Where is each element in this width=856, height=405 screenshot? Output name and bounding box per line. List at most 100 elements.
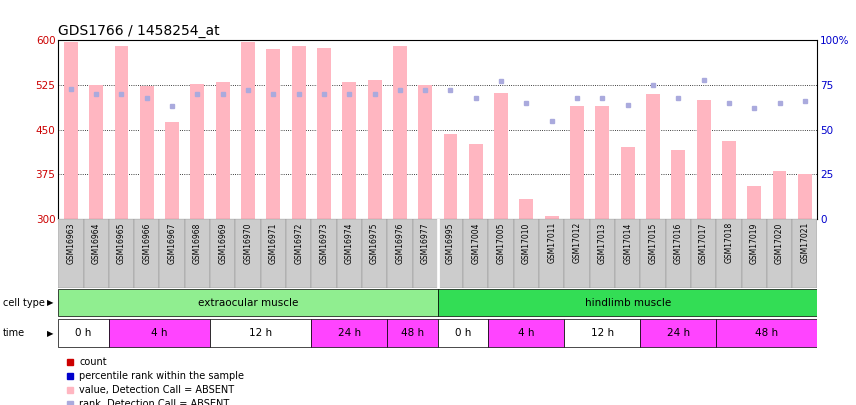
Bar <box>342 82 356 219</box>
Text: 48 h: 48 h <box>401 328 424 338</box>
Bar <box>261 219 286 288</box>
Text: time: time <box>3 328 25 338</box>
Text: 0 h: 0 h <box>75 328 92 338</box>
Bar <box>286 219 312 288</box>
Bar <box>489 219 514 288</box>
Bar <box>235 219 261 288</box>
Text: extraocular muscle: extraocular muscle <box>198 298 298 308</box>
Text: GSM17016: GSM17016 <box>674 222 683 264</box>
Text: GSM17018: GSM17018 <box>724 222 734 263</box>
Text: GSM16963: GSM16963 <box>67 222 75 264</box>
Bar <box>564 219 590 288</box>
Text: GSM17013: GSM17013 <box>597 222 607 264</box>
Bar <box>210 219 235 288</box>
Bar <box>292 47 306 219</box>
Text: GSM16971: GSM16971 <box>269 222 278 264</box>
Text: ▶: ▶ <box>47 328 54 338</box>
Bar <box>666 219 691 288</box>
Text: GSM16975: GSM16975 <box>370 222 379 264</box>
Text: GSM16972: GSM16972 <box>294 222 303 264</box>
Bar <box>767 219 792 288</box>
Bar <box>140 85 154 219</box>
Bar <box>539 219 564 288</box>
Text: percentile rank within the sample: percentile rank within the sample <box>80 371 245 381</box>
Text: GSM17019: GSM17019 <box>750 222 758 264</box>
Text: GSM16977: GSM16977 <box>420 222 430 264</box>
Bar <box>109 219 134 288</box>
Bar <box>747 186 761 219</box>
Text: hindlimb muscle: hindlimb muscle <box>585 298 671 308</box>
Text: GSM17010: GSM17010 <box>522 222 531 264</box>
Bar <box>489 320 564 347</box>
Text: GSM16995: GSM16995 <box>446 222 455 264</box>
Bar <box>691 219 716 288</box>
Bar <box>544 216 559 219</box>
Bar <box>615 219 640 288</box>
Bar <box>570 106 584 219</box>
Bar <box>115 47 128 219</box>
Bar <box>564 320 640 347</box>
Bar <box>89 85 103 219</box>
Text: GSM17021: GSM17021 <box>800 222 809 263</box>
Text: GSM16964: GSM16964 <box>92 222 101 264</box>
Text: 0 h: 0 h <box>455 328 472 338</box>
Bar <box>590 219 615 288</box>
Text: 4 h: 4 h <box>152 328 168 338</box>
Text: GSM17005: GSM17005 <box>496 222 506 264</box>
Text: GSM16970: GSM16970 <box>243 222 253 264</box>
Bar <box>312 219 336 288</box>
Bar <box>671 150 686 219</box>
Bar <box>722 141 736 219</box>
Bar <box>159 219 185 288</box>
Bar <box>520 199 533 219</box>
Text: 48 h: 48 h <box>755 328 778 338</box>
Text: GSM17015: GSM17015 <box>649 222 657 264</box>
Bar <box>367 80 382 219</box>
Bar <box>494 93 508 219</box>
Bar <box>419 85 432 219</box>
Bar <box>84 219 109 288</box>
Text: rank, Detection Call = ABSENT: rank, Detection Call = ABSENT <box>80 399 229 405</box>
Bar <box>64 42 78 219</box>
Bar <box>317 48 331 219</box>
Bar <box>463 219 489 288</box>
Bar <box>387 219 413 288</box>
Text: GSM17012: GSM17012 <box>573 222 581 263</box>
Text: 4 h: 4 h <box>518 328 535 338</box>
Text: GSM17017: GSM17017 <box>699 222 708 264</box>
Text: 12 h: 12 h <box>591 328 614 338</box>
Bar <box>185 219 210 288</box>
Text: ▶: ▶ <box>47 298 54 307</box>
Bar <box>716 219 741 288</box>
Bar <box>640 219 666 288</box>
Bar <box>438 289 817 316</box>
Text: GSM16969: GSM16969 <box>218 222 227 264</box>
Bar <box>336 219 362 288</box>
Text: 24 h: 24 h <box>338 328 361 338</box>
Bar <box>362 219 387 288</box>
Bar <box>640 320 716 347</box>
Text: GSM16967: GSM16967 <box>168 222 176 264</box>
Bar <box>621 147 634 219</box>
Text: 24 h: 24 h <box>667 328 690 338</box>
Bar <box>438 320 489 347</box>
Bar <box>241 42 255 219</box>
Bar <box>266 49 280 219</box>
Bar <box>514 219 539 288</box>
Text: GSM17004: GSM17004 <box>472 222 480 264</box>
Text: 12 h: 12 h <box>249 328 272 338</box>
Text: GSM17020: GSM17020 <box>775 222 784 264</box>
Bar <box>443 134 457 219</box>
Bar <box>413 219 438 288</box>
Bar <box>716 320 817 347</box>
Bar <box>134 219 159 288</box>
Bar <box>210 320 312 347</box>
Bar <box>792 219 817 288</box>
Text: cell type: cell type <box>3 298 45 308</box>
Text: GSM17014: GSM17014 <box>623 222 633 264</box>
Text: GSM16968: GSM16968 <box>193 222 202 264</box>
Bar <box>109 320 210 347</box>
Bar <box>165 122 179 219</box>
Text: GSM17011: GSM17011 <box>547 222 556 263</box>
Text: value, Detection Call = ABSENT: value, Detection Call = ABSENT <box>80 385 235 395</box>
